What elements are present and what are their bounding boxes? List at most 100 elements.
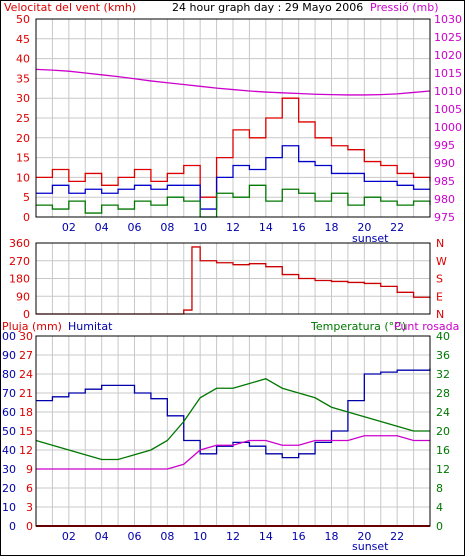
- direction-compass-tick: S: [436, 273, 443, 286]
- temperature-y-tick: 32: [436, 368, 450, 381]
- pressure-y-tick: 1010: [434, 85, 462, 98]
- humidity-y-tick: 10: [2, 501, 16, 514]
- rain-y-tick: 27: [19, 349, 33, 362]
- pressure-y-ticks: 975 980 985 990 995 1000 1005 1010 1015 1020 1025 1…: [434, 13, 462, 224]
- rain-y-tick: 30: [19, 330, 33, 343]
- humidity-x-tick: 08: [160, 530, 174, 543]
- wind-y-tick: 10: [16, 171, 30, 184]
- direction-compass-tick: E: [436, 290, 443, 303]
- temperature-y-tick: 36: [436, 349, 450, 362]
- sunset-label-bottom: sunset: [352, 540, 389, 553]
- dewpoint-series-line: [36, 435, 430, 470]
- wind-pressure-panel: Velocitat del vent (kmh) 24 hour graph d…: [4, 1, 462, 245]
- wind-y-tick: 30: [16, 92, 30, 105]
- wind-y-tick: 45: [16, 33, 30, 46]
- rain-y-tick: 12: [19, 444, 33, 457]
- humidity-series-line: [36, 368, 431, 459]
- wind-x-ticks: 02 04 06 08 10 12 14 16 18 20 22: [62, 221, 404, 234]
- humidity-y-tick: 60: [2, 406, 16, 419]
- wind-y-tick: 5: [23, 191, 30, 204]
- direction-y-tick: 360: [9, 237, 30, 250]
- pressure-y-tick: 1020: [434, 49, 462, 62]
- wind-y-tick: 0: [23, 211, 30, 224]
- wind-y-tick: 35: [16, 72, 30, 85]
- wind-y-ticks: 0 5 10 15 20 25 30 35 40 45 50: [16, 13, 30, 224]
- rain-y-tick: 6: [26, 482, 33, 495]
- direction-plot-frame: [35, 242, 431, 315]
- humidity-y-tick: 50: [2, 425, 16, 438]
- temperature-y-tick: 24: [436, 406, 450, 419]
- dewpoint-axis-label: Punt rosada: [394, 320, 459, 333]
- temperature-y-tick: 0: [436, 520, 443, 533]
- rain-y-tick: 3: [26, 501, 33, 514]
- humidity-x-tick: 02: [62, 530, 76, 543]
- direction-y-tick: 0: [23, 308, 30, 321]
- humidity-y-tick: 70: [2, 387, 16, 400]
- pressure-y-tick: 995: [434, 139, 455, 152]
- humidity-x-tick: 16: [292, 530, 306, 543]
- temperature-series-line: [35, 378, 430, 461]
- pressure-y-tick: 1000: [434, 121, 462, 134]
- pressure-y-tick: 1030: [434, 13, 462, 26]
- humidity-x-tick: 14: [259, 530, 273, 543]
- temperature-y-tick: 40: [436, 330, 450, 343]
- rain-y-tick: 0: [26, 520, 33, 533]
- wind-x-tick: 02: [62, 221, 76, 234]
- humidity-x-tick: 12: [226, 530, 240, 543]
- humidity-y-tick: 90: [2, 349, 16, 362]
- wind-x-tick: 04: [95, 221, 109, 234]
- humidity-x-tick: 10: [193, 530, 207, 543]
- direction-y-tick: 90: [16, 290, 30, 303]
- temperature-y-tick: 4: [436, 501, 443, 514]
- pressure-y-tick: 975: [434, 211, 455, 224]
- temperature-y-tick: 16: [436, 444, 450, 457]
- humidity-x-tick: 18: [325, 530, 339, 543]
- temperature-y-tick: 8: [436, 482, 443, 495]
- humidity-axis-label: Humitat: [68, 320, 113, 333]
- humidity-plot-frame: [35, 335, 431, 527]
- temperature-y-tick: 20: [436, 425, 450, 438]
- pressure-y-tick: 1025: [434, 31, 462, 44]
- humidity-x-ticks: 02 04 06 08 10 12 14 16 18 20 22: [62, 530, 404, 543]
- humidity-y-tick: 0: [9, 520, 16, 533]
- wind-x-tick: 20: [357, 221, 371, 234]
- chart-title: 24 hour graph day : 29 Mayo 2006: [172, 1, 363, 14]
- wind-x-tick: 18: [325, 221, 339, 234]
- pressure-y-tick: 1015: [434, 67, 462, 80]
- rain-y-tick: 15: [19, 425, 33, 438]
- humidity-y-tick: 20: [2, 482, 16, 495]
- direction-y-ticks: 0 90 180 270 360: [9, 237, 30, 321]
- humidity-x-tick: 22: [390, 530, 404, 543]
- humidity-y-tick: 80: [2, 368, 16, 381]
- wind-x-tick: 08: [160, 221, 174, 234]
- humidity-x-tick: 06: [128, 530, 142, 543]
- humidity-y-ticks: 0 10 20 30 40 50 60 70 80 90 100: [0, 330, 16, 533]
- wind_avg-series-line: [36, 145, 430, 210]
- rain-y-tick: 9: [26, 463, 33, 476]
- wind-y-tick: 50: [16, 13, 30, 26]
- temperature-y-tick: 28: [436, 387, 450, 400]
- humidity-y-tick: 40: [2, 444, 16, 457]
- direction-grid: [36, 243, 430, 314]
- wind-plot-frame: [35, 18, 431, 218]
- direction-compass-tick: W: [436, 255, 447, 268]
- humidity-x-tick: 20: [357, 530, 371, 543]
- humidity-x-tick: 04: [95, 530, 109, 543]
- direction-y-tick: 180: [9, 273, 30, 286]
- pressure-y-tick: 980: [434, 193, 455, 206]
- sunset-label-top: sunset: [352, 232, 389, 245]
- direction-compass-tick: N: [436, 237, 444, 250]
- pressure-y-tick: 990: [434, 157, 455, 170]
- rain-y-ticks: 0 3 6 9 12 15 18 21 24 27 30: [19, 330, 33, 533]
- pressure-series-line: [35, 68, 431, 96]
- wind-y-tick: 40: [16, 53, 30, 66]
- pressure-y-tick: 1005: [434, 103, 462, 116]
- wind-x-tick: 06: [128, 221, 142, 234]
- wind-x-tick: 12: [226, 221, 240, 234]
- temperature-axis-label: Temperatura (°C): [310, 320, 406, 333]
- wind-y-tick: 25: [16, 112, 30, 125]
- humidity-y-tick: 100: [0, 330, 16, 343]
